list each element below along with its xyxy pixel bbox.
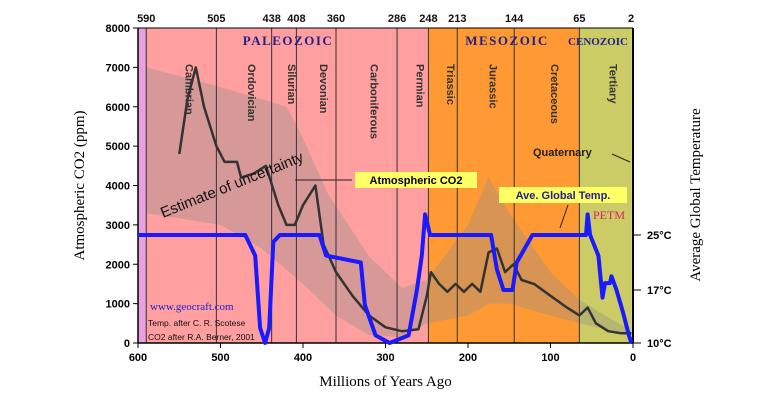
y-tick-label: 0 — [124, 338, 130, 350]
x-tick-label: 100 — [541, 352, 559, 364]
period-band — [514, 28, 580, 343]
period-label: Cambrian — [182, 64, 194, 115]
co2-label: Atmospheric CO2 — [370, 175, 463, 187]
x-tick-label: 0 — [630, 352, 636, 364]
top-tick-label: 213 — [448, 13, 466, 25]
y-tick-label: 3000 — [106, 220, 130, 232]
y-tick-label: 8000 — [106, 23, 130, 35]
petm-label: PETM — [593, 208, 625, 222]
top-tick-label: 2 — [628, 13, 634, 25]
y2-tick-label: 25°C — [647, 230, 672, 242]
y2-axis-label: Average Global Temperature — [688, 108, 704, 282]
y2-tick-label: 17°C — [647, 285, 672, 297]
period-band — [216, 28, 272, 343]
x-tick-label: 400 — [294, 352, 312, 364]
period-label: Devonian — [317, 64, 329, 114]
top-tick-label: 408 — [287, 13, 305, 25]
temp-label: Ave. Global Temp. — [516, 190, 611, 202]
era-label: CENOZOIC — [568, 36, 628, 48]
period-band — [271, 28, 297, 343]
period-band — [138, 28, 147, 343]
y-tick-label: 7000 — [106, 62, 130, 74]
x-tick-label: 500 — [211, 352, 229, 364]
era-label: PALEOZOIC — [243, 33, 334, 48]
temp-arrow — [559, 204, 569, 229]
x-axis-label: Millions of Years Ago — [319, 374, 452, 390]
y-tick-label: 4000 — [106, 181, 130, 193]
top-tick-label: 65 — [573, 13, 585, 25]
website-label: www.geocraft.com — [150, 301, 234, 313]
x-tick-label: 300 — [376, 352, 394, 364]
credit-temp: Temp. after C. R. Scotese — [148, 318, 246, 328]
period-label: Silurian — [285, 64, 297, 105]
temp-label-bg — [499, 187, 627, 203]
co2-line — [178, 66, 632, 335]
top-tick-label: 144 — [505, 13, 524, 25]
credit-co2: CO2 after R.A. Berner, 2001 — [148, 332, 255, 342]
period-label: Permian — [414, 64, 426, 108]
y-tick-label: 2000 — [106, 259, 130, 271]
x-tick-label: 200 — [459, 352, 477, 364]
top-tick-label: 360 — [327, 13, 345, 25]
period-label: Ordovician — [245, 64, 257, 122]
co2-label-bg — [355, 172, 477, 188]
y2-tick-label: 10°C — [647, 338, 672, 350]
quaternary-label: Quaternary — [533, 147, 593, 159]
period-band — [579, 28, 632, 343]
top-tick-label: 505 — [207, 13, 225, 25]
uncertainty-band — [146, 67, 632, 338]
top-tick-label: 286 — [388, 13, 406, 25]
temperature-line — [138, 212, 634, 345]
top-tick-label: 248 — [419, 13, 437, 25]
period-label: Jurassic — [487, 64, 499, 109]
period-label: Carboniferous — [368, 64, 380, 139]
period-label: Tertiary — [606, 64, 618, 104]
period-band — [146, 28, 217, 343]
top-tick-label: 438 — [262, 13, 280, 25]
period-label: Triassic — [444, 64, 456, 105]
top-tick-label: 590 — [137, 13, 155, 25]
x-tick-label: 600 — [129, 352, 147, 364]
y-tick-label: 5000 — [106, 141, 130, 153]
y-tick-label: 1000 — [106, 299, 130, 311]
y-tick-label: 6000 — [106, 102, 130, 114]
y-axis-label: Atmospheric CO2 (ppm) — [72, 111, 88, 261]
quaternary-arrow — [611, 153, 631, 163]
era-label: MESOZOIC — [465, 33, 549, 48]
period-label: Cretaceous — [548, 64, 560, 124]
